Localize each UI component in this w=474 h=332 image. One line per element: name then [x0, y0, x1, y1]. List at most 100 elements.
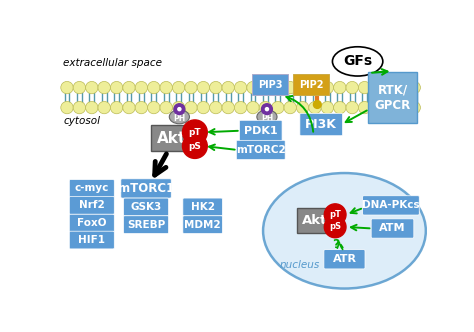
Text: ATR: ATR [332, 254, 356, 264]
Circle shape [110, 102, 123, 114]
Ellipse shape [169, 110, 190, 124]
Circle shape [147, 102, 160, 114]
FancyBboxPatch shape [183, 198, 222, 216]
Circle shape [296, 102, 309, 114]
Circle shape [383, 102, 396, 114]
Circle shape [247, 81, 259, 94]
Circle shape [86, 102, 98, 114]
Circle shape [259, 102, 272, 114]
Circle shape [309, 81, 321, 94]
FancyBboxPatch shape [293, 74, 329, 95]
FancyBboxPatch shape [371, 219, 414, 238]
Text: extracellular space: extracellular space [63, 58, 162, 68]
Circle shape [98, 81, 110, 94]
Circle shape [296, 81, 309, 94]
Circle shape [309, 102, 321, 114]
Ellipse shape [263, 173, 426, 289]
Text: DNA-PKcs: DNA-PKcs [362, 201, 420, 210]
Text: GFs: GFs [343, 54, 372, 68]
Circle shape [346, 102, 358, 114]
Text: ATM: ATM [379, 223, 406, 233]
Text: Akt: Akt [157, 131, 186, 146]
Text: PDK1: PDK1 [244, 126, 278, 136]
FancyBboxPatch shape [183, 216, 222, 233]
FancyBboxPatch shape [368, 72, 417, 124]
FancyBboxPatch shape [69, 214, 114, 232]
FancyBboxPatch shape [124, 216, 169, 233]
FancyBboxPatch shape [124, 198, 169, 216]
Text: PI3K: PI3K [305, 118, 337, 131]
Circle shape [396, 102, 408, 114]
Text: c-myc: c-myc [74, 184, 109, 194]
Text: RTK/
GPCR: RTK/ GPCR [374, 84, 410, 112]
Circle shape [123, 102, 135, 114]
Text: pS: pS [189, 142, 201, 151]
Text: pT: pT [329, 210, 341, 219]
FancyBboxPatch shape [363, 196, 419, 215]
Circle shape [262, 104, 273, 115]
Circle shape [147, 81, 160, 94]
Circle shape [321, 102, 334, 114]
Circle shape [265, 108, 268, 111]
Text: MDM2: MDM2 [184, 220, 221, 230]
Circle shape [86, 81, 98, 94]
Circle shape [123, 81, 135, 94]
Text: SREBP: SREBP [127, 220, 165, 230]
Text: HK2: HK2 [191, 202, 215, 212]
Circle shape [178, 108, 181, 111]
Circle shape [247, 102, 259, 114]
FancyBboxPatch shape [69, 231, 114, 249]
Text: PH: PH [173, 114, 185, 123]
Circle shape [324, 216, 346, 238]
Circle shape [73, 81, 86, 94]
Circle shape [358, 102, 371, 114]
Circle shape [135, 81, 147, 94]
Circle shape [182, 134, 207, 158]
Text: cytosol: cytosol [63, 116, 100, 126]
Circle shape [160, 81, 173, 94]
FancyBboxPatch shape [300, 113, 343, 136]
Text: FoxO: FoxO [77, 218, 107, 228]
Circle shape [185, 102, 197, 114]
Text: PIP3: PIP3 [258, 79, 283, 90]
Circle shape [408, 81, 420, 94]
FancyBboxPatch shape [239, 120, 282, 141]
Text: pT: pT [189, 128, 201, 137]
Circle shape [324, 204, 346, 225]
Circle shape [235, 102, 247, 114]
Circle shape [173, 81, 185, 94]
Text: Akt: Akt [302, 214, 328, 227]
Text: nucleus: nucleus [280, 260, 320, 270]
FancyBboxPatch shape [297, 208, 333, 233]
Circle shape [334, 102, 346, 114]
Circle shape [174, 104, 185, 115]
Circle shape [321, 81, 334, 94]
Circle shape [235, 81, 247, 94]
Text: pS: pS [329, 222, 341, 231]
Circle shape [222, 102, 235, 114]
Circle shape [272, 102, 284, 114]
Circle shape [185, 81, 197, 94]
Circle shape [371, 102, 383, 114]
Circle shape [182, 120, 207, 144]
Circle shape [110, 81, 123, 94]
Text: GSK3: GSK3 [130, 202, 162, 212]
Circle shape [73, 102, 86, 114]
Text: mTORC1: mTORC1 [118, 182, 174, 195]
Circle shape [284, 81, 296, 94]
Circle shape [358, 81, 371, 94]
Circle shape [98, 102, 110, 114]
Circle shape [383, 81, 396, 94]
Circle shape [173, 102, 185, 114]
FancyBboxPatch shape [69, 180, 114, 197]
Circle shape [222, 81, 235, 94]
Circle shape [61, 81, 73, 94]
Circle shape [210, 81, 222, 94]
FancyBboxPatch shape [121, 179, 171, 198]
Text: PIP2: PIP2 [299, 79, 323, 90]
Circle shape [408, 102, 420, 114]
Circle shape [272, 81, 284, 94]
Circle shape [61, 102, 73, 114]
Circle shape [396, 81, 408, 94]
Circle shape [313, 101, 321, 108]
